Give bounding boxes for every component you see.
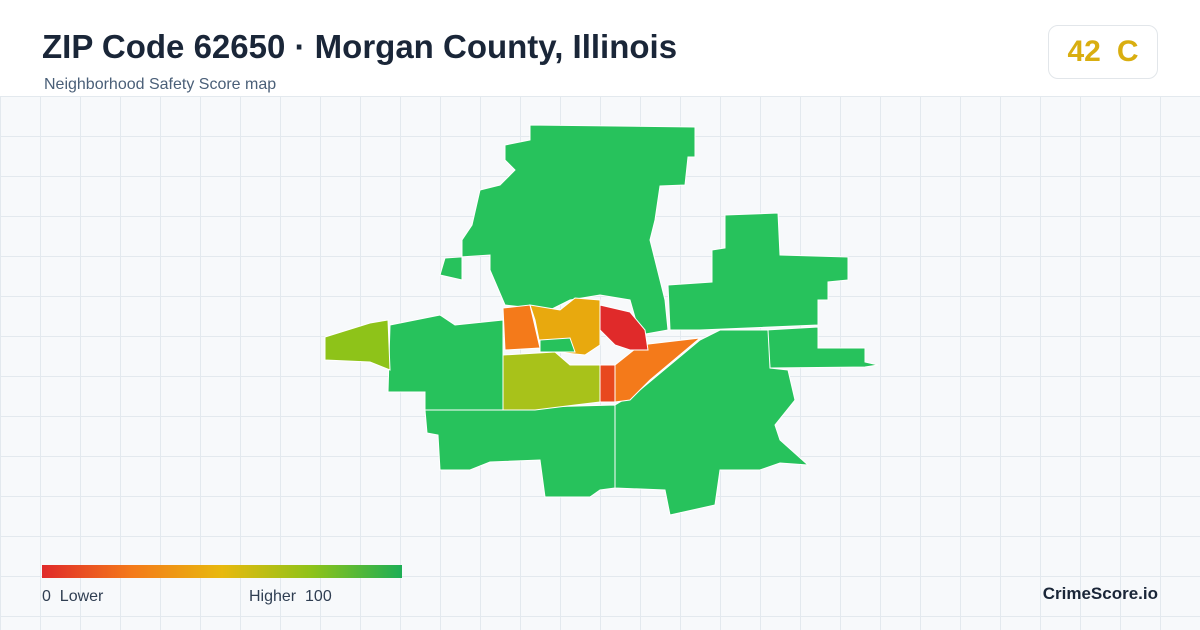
title: ZIP Code 62650 · Morgan County, Illinois <box>42 28 678 65</box>
subtitle: Neighborhood Safety Score map <box>44 76 277 93</box>
region <box>387 314 504 411</box>
legend-gradient <box>42 565 402 578</box>
region <box>502 351 601 411</box>
legend-min-value: 0 <box>42 588 51 605</box>
legend-max: Higher 100 <box>249 588 332 606</box>
region <box>599 364 616 403</box>
region <box>599 304 649 351</box>
region <box>324 319 391 371</box>
legend-max-label: Higher <box>249 588 297 605</box>
legend-min-label: Lower <box>59 588 104 605</box>
region <box>765 326 879 369</box>
grade: C <box>1116 35 1139 68</box>
region <box>424 404 616 498</box>
region <box>667 212 849 331</box>
header: ZIP Code 62650 · Morgan County, Illinois… <box>0 0 1200 96</box>
region <box>539 337 576 353</box>
brand: CrimeScore.io <box>1042 584 1158 603</box>
score: 42 <box>1067 35 1101 68</box>
legend-min: 0 Lower <box>42 588 103 606</box>
legend-max-value: 100 <box>305 588 332 605</box>
score-badge: 42 C <box>1048 25 1158 79</box>
